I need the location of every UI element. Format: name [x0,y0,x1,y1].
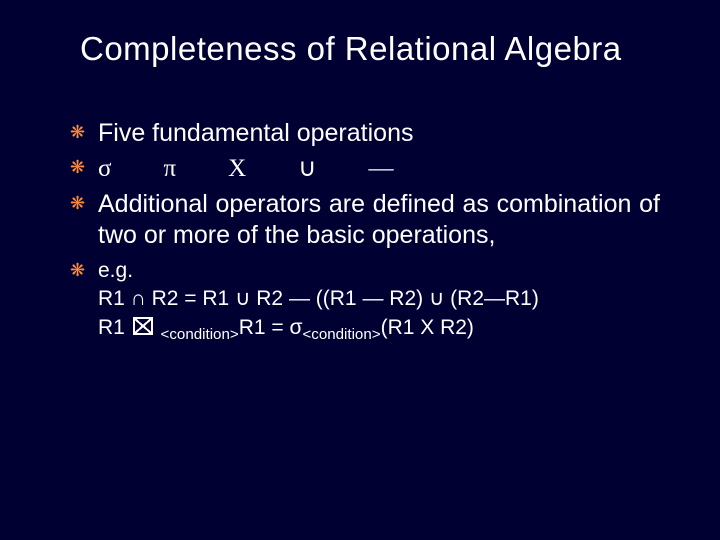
join-icon [133,317,153,335]
eg2-cond2: <condition> [302,326,380,343]
example-line-1: R1 ∩ R2 = R1 ∪ R2 — ((R1 — R2) ∪ (R2—R1) [98,285,660,313]
bullet-item: ❋ Additional operators are defined as co… [70,189,660,252]
slide-title: Completeness of Relational Algebra [70,30,660,68]
bullet-item: ❋ e.g. R1 ∩ R2 = R1 ∪ R2 — ((R1 — R2) ∪ … [70,257,660,345]
bullet-text: Additional operators are defined as comb… [98,189,660,252]
op-union: ∪ [298,153,316,184]
bullet-icon: ❋ [70,156,98,179]
op-sigma: σ [98,153,111,184]
slide: Completeness of Relational Algebra ❋ Fiv… [0,0,720,540]
bullet-item: ❋ Five fundamental operations [70,118,660,149]
operations-line: σ π X ∪ — [98,153,660,184]
bullet-icon: ❋ [70,192,98,215]
op-diff: — [368,153,393,184]
bullet-icon: ❋ [70,121,98,144]
op-cross: X [228,153,246,184]
eg2-cond1: <condition> [161,326,239,343]
example-line-2: R1 <condition>R1 = σ<condition>(R1 X R2) [98,314,660,346]
bullet-item: ❋ σ π X ∪ — [70,153,660,184]
bullet-text: Five fundamental operations [98,118,660,149]
eg2-r1: R1 [98,316,125,339]
eg2-mid: R1 = σ [239,316,303,339]
bullet-icon: ❋ [70,259,98,282]
op-pi: π [163,153,176,184]
eg2-rhs: (R1 X R2) [381,316,474,339]
example-block: e.g. R1 ∩ R2 = R1 ∪ R2 — ((R1 — R2) ∪ (R… [98,257,660,345]
example-line-1-text: R1 ∩ R2 = R1 ∪ R2 — ((R1 — R2) ∪ (R2—R1) [98,287,539,310]
example-label: e.g. [98,257,660,285]
